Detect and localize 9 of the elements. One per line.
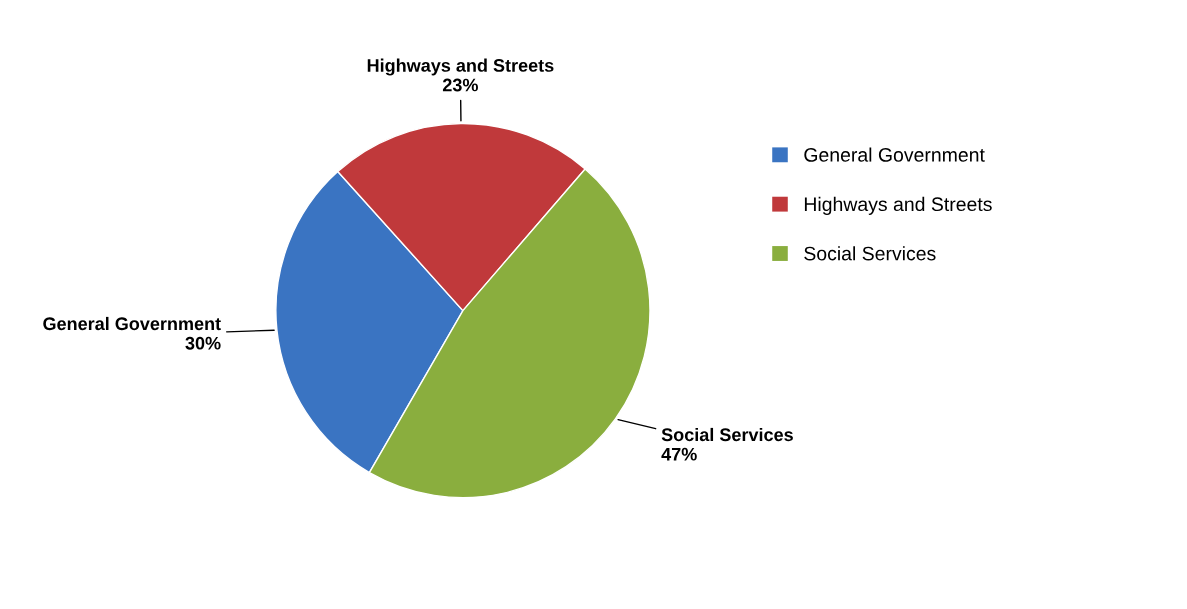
data-label: 23% bbox=[442, 78, 478, 92]
slice-label: Social Services bbox=[661, 427, 793, 442]
legend-label: Highways and Streets bbox=[804, 196, 992, 215]
legend-label: Social Services bbox=[804, 246, 936, 261]
slice-label: Highways and Streets bbox=[367, 58, 554, 76]
data-label: 30% bbox=[185, 336, 221, 350]
data-label: 47% bbox=[661, 447, 697, 461]
legend-label: General Government bbox=[804, 147, 985, 162]
slice-label: General Government bbox=[43, 316, 221, 331]
